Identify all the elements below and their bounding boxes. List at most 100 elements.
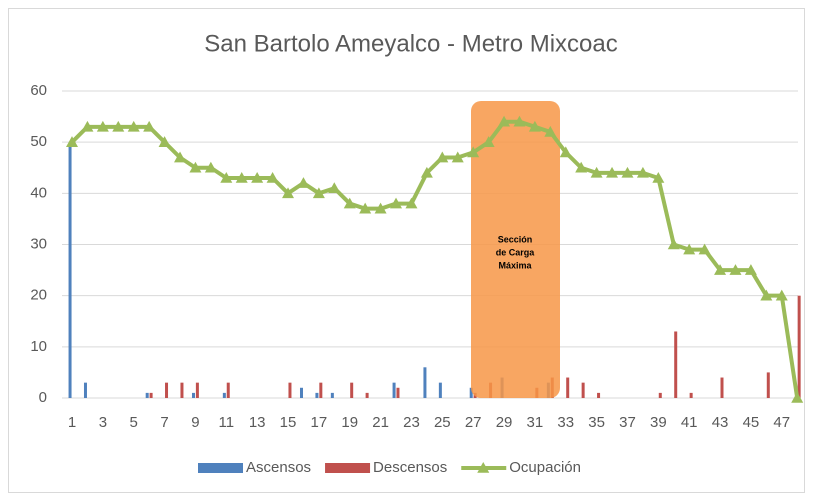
y-tick-label: 10 — [30, 338, 47, 355]
line-marker — [744, 264, 757, 275]
x-tick-label: 29 — [496, 414, 513, 431]
bar — [674, 331, 678, 398]
line-marker — [127, 120, 140, 132]
y-tick-label: 50 — [30, 133, 47, 150]
bar — [392, 382, 396, 398]
x-tick-label: 19 — [341, 414, 358, 431]
line-marker — [729, 264, 742, 275]
line-marker — [374, 202, 387, 214]
line-marker — [575, 161, 588, 173]
y-tick-label: 30 — [30, 235, 47, 252]
y-tick-label: 0 — [39, 389, 47, 406]
line-marker — [683, 243, 696, 255]
x-tick-label: 37 — [619, 414, 636, 431]
legend-swatch — [325, 463, 371, 473]
line-marker — [667, 238, 680, 250]
x-tick-label: 43 — [712, 414, 729, 431]
bar — [319, 382, 323, 398]
bar — [469, 387, 473, 398]
bar — [438, 382, 442, 398]
x-tick-label: 25 — [434, 414, 451, 431]
line-marker — [390, 197, 403, 209]
bar — [145, 392, 149, 398]
line-marker — [775, 289, 788, 301]
bar — [222, 392, 226, 398]
x-tick-label: 35 — [588, 414, 605, 431]
line-marker — [204, 161, 217, 173]
line-marker — [112, 120, 125, 132]
line-marker — [143, 120, 156, 132]
line-marker — [760, 289, 773, 301]
bar — [315, 392, 319, 398]
line-marker — [791, 392, 804, 403]
legend-label: Ascensos — [246, 459, 311, 476]
bar — [226, 382, 230, 398]
bar — [581, 382, 585, 398]
line-marker — [528, 120, 541, 132]
bar — [597, 392, 601, 398]
bar — [68, 142, 72, 398]
bar — [165, 382, 169, 398]
line-marker — [81, 120, 94, 132]
line-marker — [436, 151, 449, 163]
bar — [195, 382, 199, 398]
line-marker — [590, 166, 603, 178]
line-marker — [420, 166, 433, 178]
x-tick-label: 47 — [773, 414, 790, 431]
x-tick-label: 27 — [465, 414, 482, 431]
line-marker — [498, 115, 511, 127]
bar — [423, 367, 427, 398]
annotation-text: de Carga — [496, 247, 536, 257]
line-marker — [189, 161, 202, 173]
line-marker — [266, 171, 279, 183]
y-tick-label: 20 — [30, 287, 47, 304]
legend-marker — [477, 462, 490, 473]
bar — [350, 382, 354, 398]
legend-swatch — [198, 463, 243, 473]
x-tick-label: 45 — [743, 414, 760, 431]
bar — [396, 387, 400, 398]
line-marker — [467, 146, 480, 158]
line-marker — [328, 182, 341, 194]
x-tick-label: 3 — [99, 414, 107, 431]
line-marker — [513, 115, 526, 127]
bar — [658, 392, 662, 398]
line-marker — [220, 171, 233, 183]
x-tick-label: 23 — [403, 414, 420, 431]
x-tick-label: 31 — [527, 414, 544, 431]
bar — [797, 295, 801, 398]
bar — [720, 377, 724, 398]
x-tick-label: 21 — [372, 414, 389, 431]
bar — [766, 372, 770, 398]
line-marker — [636, 166, 649, 178]
chart-title: San Bartolo Ameyalco - Metro Mixcoac — [204, 30, 618, 57]
line-marker — [698, 243, 711, 255]
bar — [365, 392, 369, 398]
x-tick-label: 9 — [191, 414, 199, 431]
y-tick-label: 60 — [30, 82, 47, 99]
x-tick-label: 15 — [280, 414, 297, 431]
bar — [191, 392, 195, 398]
legend-label: Descensos — [373, 459, 447, 476]
line-marker — [405, 197, 418, 209]
line-marker — [451, 151, 464, 163]
chart-frame — [8, 8, 805, 493]
line-marker — [312, 187, 325, 199]
line-marker — [343, 197, 356, 209]
x-tick-label: 41 — [681, 414, 698, 431]
line-marker — [66, 136, 78, 147]
line-marker — [251, 171, 264, 183]
line-marker — [282, 187, 295, 199]
line-marker — [652, 171, 665, 183]
line-marker — [297, 177, 310, 188]
line-marker — [714, 264, 727, 275]
line-marker — [158, 136, 171, 147]
x-tick-label: 1 — [68, 414, 76, 431]
x-tick-label: 11 — [219, 414, 235, 431]
line-marker — [621, 166, 634, 178]
line-marker — [96, 120, 109, 132]
y-tick-label: 40 — [30, 184, 47, 201]
annotation-text: Máxima — [498, 260, 532, 270]
x-tick-label: 13 — [249, 414, 266, 431]
